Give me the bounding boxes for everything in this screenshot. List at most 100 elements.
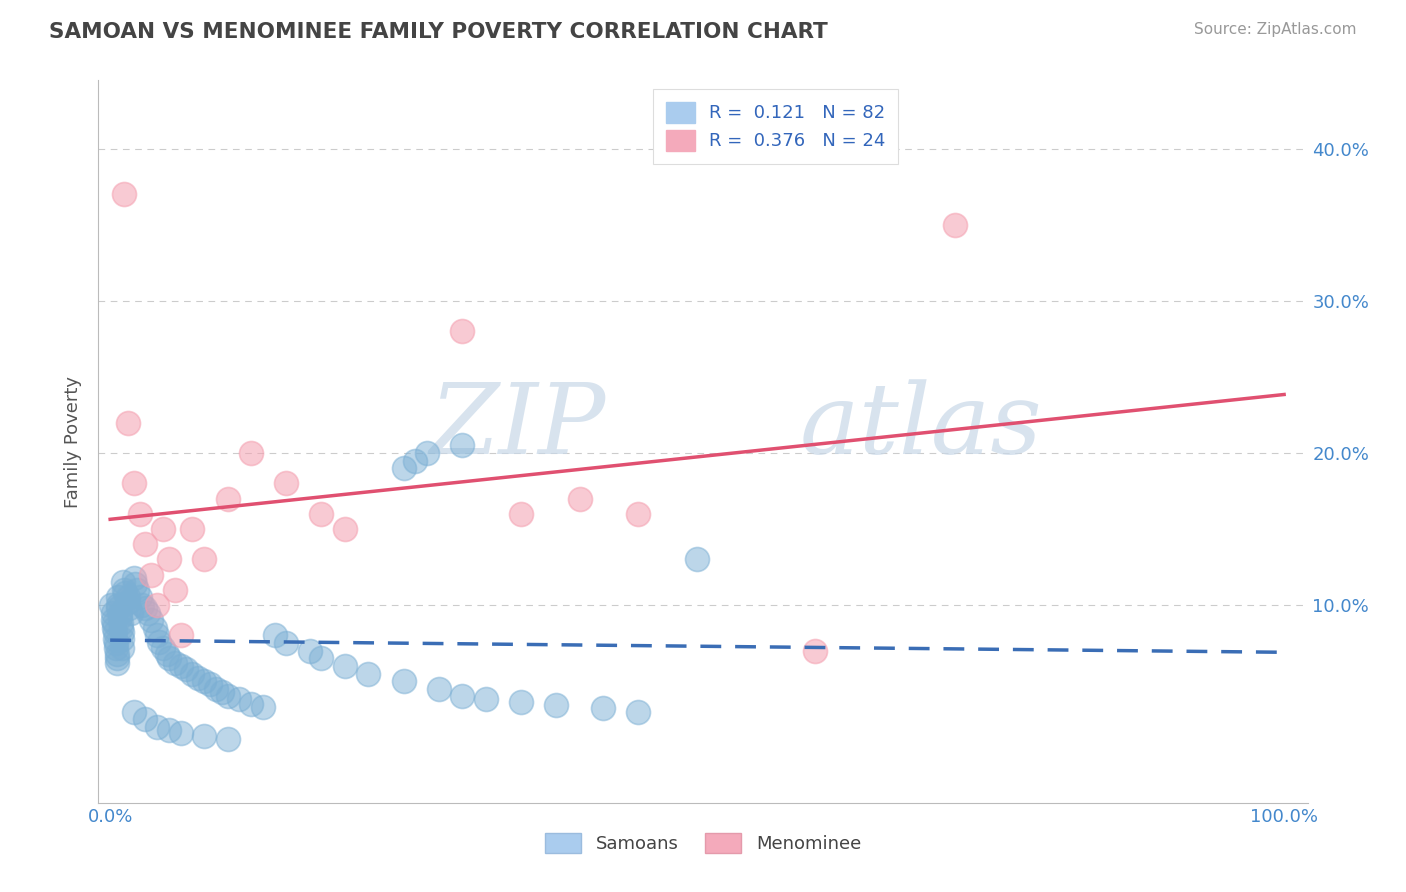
Point [217, 731, 239, 746]
Point [104, 632, 127, 646]
Point [152, 522, 174, 536]
Y-axis label: Family Poverty: Family Poverty [65, 376, 83, 508]
Point [120, 606, 142, 620]
Point [193, 674, 215, 689]
Point [475, 692, 498, 706]
Point [134, 712, 156, 726]
Point [311, 651, 333, 665]
Point [427, 681, 450, 696]
Point [163, 582, 186, 597]
Point [451, 324, 474, 338]
Point [108, 606, 131, 620]
Point [107, 598, 129, 612]
Point [136, 606, 159, 620]
Point [143, 621, 166, 635]
Point [134, 601, 156, 615]
Point [117, 416, 139, 430]
Point [104, 625, 127, 640]
Point [546, 698, 568, 713]
Text: SAMOAN VS MENOMINEE FAMILY POVERTY CORRELATION CHART: SAMOAN VS MENOMINEE FAMILY POVERTY CORRE… [49, 22, 828, 42]
Point [117, 595, 139, 609]
Point [122, 705, 145, 719]
Point [627, 507, 650, 521]
Point [404, 453, 426, 467]
Point [510, 507, 533, 521]
Point [416, 446, 439, 460]
Point [148, 634, 170, 648]
Point [240, 697, 263, 711]
Point [211, 685, 233, 699]
Point [118, 601, 141, 615]
Point [131, 598, 153, 612]
Point [263, 628, 285, 642]
Point [134, 537, 156, 551]
Point [100, 598, 122, 612]
Point [111, 640, 134, 655]
Point [568, 491, 591, 506]
Point [105, 636, 128, 650]
Point [357, 666, 380, 681]
Point [163, 656, 186, 670]
Point [181, 522, 204, 536]
Point [108, 610, 131, 624]
Point [198, 677, 221, 691]
Point [112, 575, 135, 590]
Point [101, 613, 124, 627]
Point [217, 491, 239, 506]
Point [451, 438, 474, 452]
Point [112, 582, 135, 597]
Point [128, 507, 150, 521]
Point [276, 636, 298, 650]
Point [124, 576, 146, 591]
Point [141, 613, 163, 627]
Point [217, 690, 239, 704]
Point [146, 598, 169, 612]
Point [155, 647, 177, 661]
Point [803, 643, 825, 657]
Point [193, 552, 215, 566]
Point [128, 591, 150, 605]
Point [240, 446, 263, 460]
Point [592, 701, 614, 715]
Point [193, 729, 215, 743]
Point [111, 625, 134, 640]
Legend: Samoans, Menominee: Samoans, Menominee [536, 823, 870, 863]
Point [510, 695, 533, 709]
Point [298, 643, 321, 657]
Point [392, 461, 415, 475]
Point [686, 552, 709, 566]
Point [169, 628, 191, 642]
Point [176, 662, 198, 676]
Point [311, 507, 333, 521]
Point [252, 700, 274, 714]
Point [169, 659, 191, 673]
Point [127, 582, 149, 597]
Point [157, 651, 180, 665]
Point [627, 705, 650, 719]
Text: atlas: atlas [800, 379, 1042, 475]
Point [122, 476, 145, 491]
Text: ZIP: ZIP [430, 379, 606, 475]
Point [114, 586, 136, 600]
Point [146, 720, 169, 734]
Text: Source: ZipAtlas.com: Source: ZipAtlas.com [1194, 22, 1357, 37]
Point [103, 616, 125, 631]
Point [204, 681, 226, 696]
Point [276, 476, 298, 491]
Point [105, 651, 128, 665]
Point [157, 723, 180, 737]
Point [333, 522, 356, 536]
Point [451, 690, 474, 704]
Point [105, 656, 128, 670]
Point [110, 621, 132, 635]
Point [117, 591, 139, 605]
Point [146, 628, 169, 642]
Point [112, 187, 135, 202]
Point [157, 552, 180, 566]
Point [103, 621, 125, 635]
Point [152, 640, 174, 655]
Point [169, 726, 191, 740]
Point [105, 640, 128, 655]
Point [181, 666, 204, 681]
Point [392, 674, 415, 689]
